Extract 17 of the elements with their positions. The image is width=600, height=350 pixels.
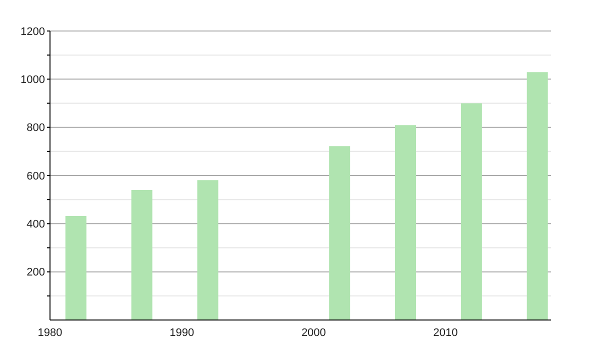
x-tick-label: 2010 (433, 326, 458, 339)
bar (460, 103, 482, 320)
bar (197, 180, 218, 320)
y-tick-label: 600 (26, 170, 45, 182)
y-tick-label: 400 (26, 218, 45, 231)
y-tick-label: 1000 (20, 74, 45, 86)
y-tick-label: 200 (26, 266, 45, 279)
x-tick-label: 1990 (170, 326, 194, 339)
bar (395, 125, 416, 320)
bar (526, 72, 548, 320)
y-tick-label: 800 (26, 122, 45, 134)
x-tick-label: 1980 (38, 326, 62, 339)
x-tick-label: 2000 (301, 326, 326, 339)
bar (329, 146, 350, 320)
bar (65, 216, 86, 320)
bar (131, 190, 152, 320)
y-tick-label: 1200 (20, 26, 45, 38)
